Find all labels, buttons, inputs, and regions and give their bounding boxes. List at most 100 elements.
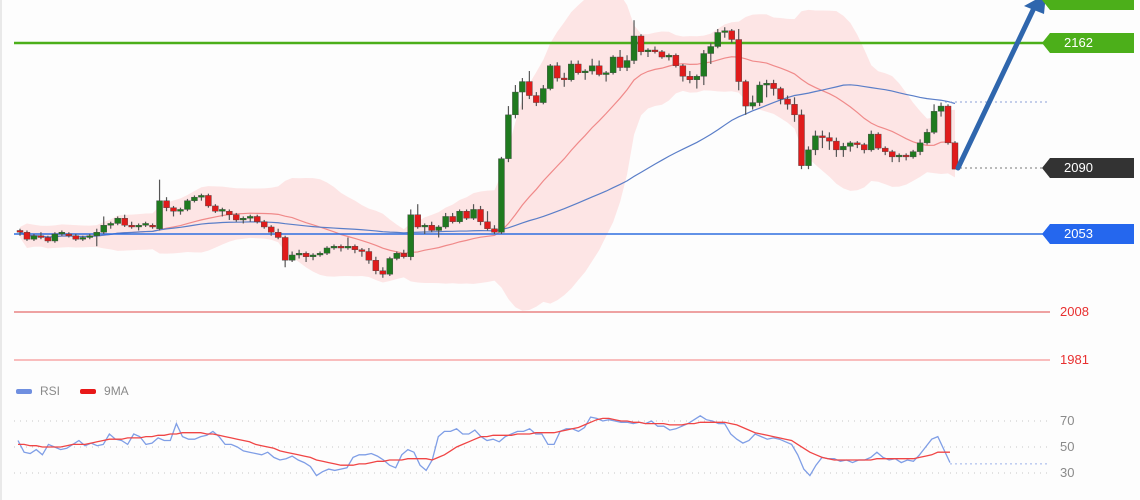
candle-bullish bbox=[693, 76, 701, 80]
candle-bearish bbox=[637, 35, 645, 52]
candle-bullish bbox=[547, 65, 554, 89]
candle-bearish bbox=[261, 221, 268, 228]
candle-bullish bbox=[512, 91, 519, 116]
candle-bullish bbox=[749, 102, 756, 107]
candle-bearish bbox=[875, 133, 882, 149]
candle-bullish bbox=[435, 226, 442, 231]
candle-bearish bbox=[784, 98, 791, 105]
candle-bearish bbox=[658, 51, 666, 58]
rsi-level-30: 30 bbox=[1060, 465, 1075, 480]
candle-bearish bbox=[121, 217, 128, 226]
candle-bearish bbox=[477, 209, 484, 222]
candle-bearish bbox=[616, 56, 624, 68]
candle-bullish bbox=[756, 84, 763, 103]
arrow-head-icon bbox=[1024, 0, 1046, 14]
candle-bullish bbox=[721, 30, 728, 33]
candle-bullish bbox=[805, 149, 812, 166]
support-price-tag: 2053 bbox=[1042, 224, 1134, 244]
candle-bullish bbox=[707, 46, 714, 54]
chart-left-border bbox=[0, 0, 2, 500]
candle-bearish bbox=[379, 270, 387, 275]
candle-bullish bbox=[295, 253, 303, 256]
candle-bearish bbox=[575, 63, 582, 73]
candle-bearish bbox=[854, 142, 861, 145]
candle-bullish bbox=[386, 258, 394, 275]
candle-bearish bbox=[233, 214, 240, 221]
candle-bearish bbox=[526, 81, 533, 96]
candle-bullish bbox=[498, 158, 505, 233]
candle-bearish bbox=[777, 88, 784, 100]
candle-bullish bbox=[240, 217, 247, 221]
support-price-label: 2053 bbox=[1064, 226, 1093, 241]
candle-bearish bbox=[226, 210, 233, 215]
candle-bearish bbox=[65, 233, 73, 236]
candle-bullish bbox=[421, 225, 428, 228]
candle-bullish bbox=[219, 209, 226, 212]
candle-bearish bbox=[149, 225, 156, 228]
candle-bearish bbox=[798, 114, 805, 166]
candle-bearish bbox=[37, 235, 45, 238]
candle-bearish bbox=[861, 144, 868, 151]
candle-bullish bbox=[847, 142, 854, 147]
candle-bullish bbox=[309, 254, 317, 257]
candle-bullish bbox=[442, 216, 449, 228]
rsi-legend: RSI 9MA bbox=[16, 384, 149, 398]
rsi-level-70: 70 bbox=[1060, 413, 1075, 428]
candle-bearish bbox=[735, 39, 742, 82]
candle-bullish bbox=[288, 254, 296, 261]
price-tag-top-partial bbox=[1042, 0, 1134, 10]
rsi-line bbox=[17, 415, 951, 477]
candle-bullish bbox=[456, 210, 463, 222]
legend-item-9ma: 9MA bbox=[80, 384, 129, 398]
legend-item-rsi: RSI bbox=[16, 384, 60, 398]
candle-bullish bbox=[93, 232, 100, 236]
candle-bullish bbox=[135, 225, 142, 228]
candle-bullish bbox=[930, 111, 938, 133]
candle-bullish bbox=[470, 209, 477, 219]
candle-bearish bbox=[274, 232, 282, 238]
candle-bullish bbox=[665, 55, 673, 58]
candle-bullish bbox=[812, 135, 819, 151]
moving-average-long-line bbox=[19, 84, 956, 238]
candle-bullish bbox=[602, 72, 610, 75]
candle-bearish bbox=[414, 214, 421, 228]
candle-bearish bbox=[533, 95, 540, 103]
candle-bullish bbox=[184, 200, 191, 210]
bollinger-band bbox=[20, 0, 955, 311]
candle-bullish bbox=[86, 235, 93, 238]
candle-bullish bbox=[79, 237, 86, 240]
candle-bullish bbox=[142, 223, 149, 226]
candle-bullish bbox=[407, 214, 414, 257]
legend-9ma-label: 9MA bbox=[104, 384, 129, 398]
candle-bullish bbox=[909, 151, 917, 158]
candle-bearish bbox=[449, 216, 456, 222]
candle-bullish bbox=[323, 247, 331, 254]
candle-bullish bbox=[588, 65, 596, 72]
candle-bearish bbox=[672, 55, 680, 66]
rsi-9ma-line bbox=[18, 417, 950, 466]
candle-bearish bbox=[170, 207, 177, 212]
candle-bearish bbox=[205, 195, 212, 207]
candle-bullish bbox=[58, 232, 66, 235]
candle-bearish bbox=[770, 83, 777, 89]
resistance-price-label: 2162 bbox=[1064, 35, 1093, 50]
candle-bearish bbox=[742, 81, 749, 107]
9ma-swatch-icon bbox=[80, 388, 97, 394]
moving-average-short-line bbox=[19, 56, 956, 254]
candle-bearish bbox=[163, 200, 170, 208]
candle-bearish bbox=[882, 147, 889, 152]
candle-bullish bbox=[630, 35, 638, 61]
candle-bullish bbox=[100, 225, 107, 233]
candle-bearish bbox=[826, 137, 833, 142]
candle-bullish bbox=[114, 217, 121, 224]
candle-bullish bbox=[247, 216, 254, 219]
candle-bearish bbox=[281, 237, 289, 261]
candle-bullish bbox=[198, 195, 205, 198]
candle-bearish bbox=[351, 246, 359, 250]
candle-bearish bbox=[686, 76, 694, 80]
candle-bullish bbox=[519, 81, 526, 93]
rsi-swatch-icon bbox=[16, 388, 32, 394]
candle-bullish bbox=[714, 32, 721, 47]
candle-bearish bbox=[254, 216, 261, 222]
